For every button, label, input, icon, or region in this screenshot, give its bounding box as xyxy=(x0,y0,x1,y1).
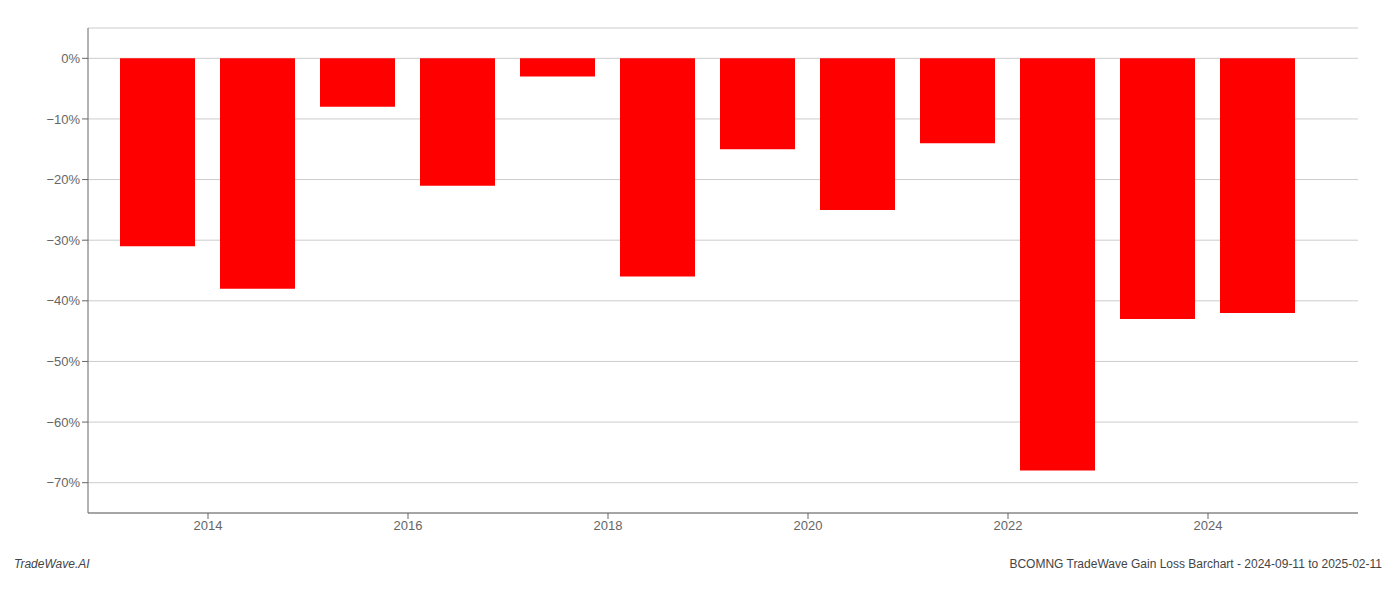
html-text:BCOMNG TradeWave Gain Loss Bar: BCOMNG TradeWave Gain Loss Barchart - 20… xyxy=(1009,557,1382,571)
svg-text:−10%: −10% xyxy=(46,112,80,127)
svg-text:−20%: −20% xyxy=(46,172,80,187)
svg-text:2024: 2024 xyxy=(1194,518,1223,533)
svg-text:2018: 2018 xyxy=(594,518,623,533)
svg-text:−30%: −30% xyxy=(46,233,80,248)
svg-text:−40%: −40% xyxy=(46,293,80,308)
svg-text:2016: 2016 xyxy=(394,518,423,533)
svg-text:2020: 2020 xyxy=(794,518,823,533)
svg-text:−60%: −60% xyxy=(46,415,80,430)
svg-text:2014: 2014 xyxy=(194,518,223,533)
svg-text:2022: 2022 xyxy=(994,518,1023,533)
svg-text:0%: 0% xyxy=(61,51,80,66)
svg-text:−70%: −70% xyxy=(46,475,80,490)
html-text:TradeWave.AI: TradeWave.AI xyxy=(14,557,90,571)
svg-text:−50%: −50% xyxy=(46,354,80,369)
